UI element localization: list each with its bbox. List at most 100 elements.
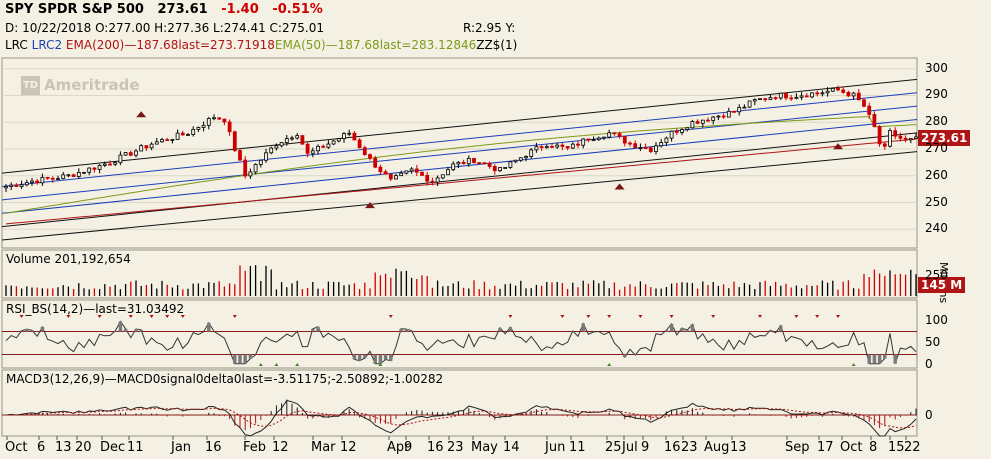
price-candle: [830, 87, 835, 92]
price-candle: [446, 169, 450, 176]
price-candle: [253, 164, 258, 173]
header-studies: LRC LRC2 EMA(200)—187.68last=273.71918EM…: [5, 38, 517, 52]
price-candle: [607, 132, 612, 138]
price-candle: [248, 171, 253, 177]
price-candle: [799, 95, 804, 98]
price-change: -1.40: [221, 2, 259, 17]
rsi-sell-arrow-icon: [388, 315, 393, 318]
price-candle: [695, 121, 700, 124]
rsi-sell-arrow-icon: [97, 315, 102, 318]
x-tick-label: Mar: [311, 440, 336, 455]
zigzag-marker-icon: [614, 183, 625, 190]
x-tick-label: 11: [127, 440, 144, 455]
price-candle: [768, 97, 773, 100]
price-candle: [914, 136, 918, 139]
price-candle: [654, 145, 658, 152]
rsi-sell-arrow-icon: [815, 315, 820, 318]
x-tick-label: Aug: [704, 440, 730, 455]
price-candle: [851, 92, 856, 97]
x-tick-label: 9: [641, 440, 650, 455]
rsi-buy-arrow-icon: [851, 363, 856, 366]
price-candle: [368, 154, 372, 159]
x-tick-label: Dec: [100, 440, 126, 455]
price-candle: [815, 92, 820, 95]
price-candle: [212, 117, 216, 120]
price-candle: [716, 115, 721, 118]
price-candle: [222, 118, 227, 123]
last-price: 273.61: [157, 2, 208, 17]
price-candle: [274, 145, 279, 149]
price-candle: [518, 157, 523, 161]
rsi-label: RSI_BS(14,2)—last=31.03492: [6, 302, 185, 316]
price-candle: [721, 115, 726, 118]
x-tick-label: 14: [503, 440, 520, 455]
price-candle: [898, 135, 903, 139]
price-candle: [123, 152, 128, 156]
price-candle: [810, 92, 814, 98]
price-candle: [908, 138, 913, 141]
zigzag-marker-icon: [833, 143, 843, 150]
x-tick-label: Jul: [622, 440, 638, 455]
price-candle: [628, 142, 632, 145]
lrc-label[interactable]: LRC: [5, 38, 28, 52]
volume-label: Volume 201,192,654: [6, 252, 131, 266]
volume-tick: 250: [925, 268, 948, 282]
rsi-sell-arrow-icon: [149, 315, 154, 318]
macd-signal-line: [5, 407, 917, 429]
price-candle: [19, 184, 24, 187]
price-candle: [243, 159, 248, 177]
zigzag-marker-icon: [365, 202, 375, 209]
lrc2-label[interactable]: LRC2: [31, 38, 63, 52]
price-tick-label: 300: [925, 60, 948, 75]
price-change-pct: -0.51%: [272, 2, 323, 17]
price-candle: [144, 145, 149, 149]
price-candle: [331, 140, 336, 145]
price-candle: [357, 139, 362, 149]
price-candle: [378, 166, 383, 173]
price-candle: [290, 137, 294, 140]
price-candle: [108, 163, 112, 166]
x-tick-label: 12: [272, 440, 289, 455]
price-candle: [264, 152, 268, 161]
price-candle: [581, 138, 586, 146]
price-candle: [170, 139, 175, 141]
price-candle: [539, 146, 544, 149]
price-candle: [903, 137, 908, 141]
td-logo-icon: TD: [21, 76, 40, 95]
rsi-buy-arrow-icon: [274, 363, 279, 366]
price-candle: [149, 143, 154, 149]
price-candle: [295, 135, 300, 139]
price-candle: [383, 171, 388, 175]
price-candle: [841, 89, 846, 93]
regression-channel-line: [1, 78, 918, 174]
zigzag-label[interactable]: ZZ$(1): [476, 38, 518, 52]
price-candle: [435, 177, 440, 183]
rsi-line: [5, 320, 917, 365]
price-candle: [87, 167, 92, 173]
price-candle: [882, 143, 887, 147]
price-candle: [586, 138, 591, 141]
rsi-sell-arrow-icon: [180, 315, 185, 318]
price-candle: [711, 116, 716, 121]
price-candle: [513, 159, 518, 163]
price-candle: [508, 161, 513, 168]
x-tick-label: 20: [75, 440, 92, 455]
x-tick-label: 25: [605, 440, 622, 455]
price-candle: [201, 124, 206, 128]
price-tick-label: 250: [925, 194, 948, 209]
price-candle: [524, 156, 528, 159]
price-candle: [862, 99, 866, 107]
price-candle: [191, 129, 196, 135]
price-candle: [154, 141, 159, 145]
ema200-label[interactable]: EMA(200)—187.68last=273.71918: [65, 38, 275, 52]
ema50-label[interactable]: EMA(50)—187.68last=283.12846: [274, 38, 477, 52]
price-candle: [310, 150, 315, 154]
x-tick-label: 13: [730, 440, 747, 455]
x-tick-label: Jun: [545, 440, 566, 455]
price-candle: [388, 173, 393, 180]
price-candle: [752, 99, 757, 102]
rsi-sell-arrow-icon: [232, 315, 237, 318]
rsi-sell-arrow-icon: [560, 315, 565, 318]
